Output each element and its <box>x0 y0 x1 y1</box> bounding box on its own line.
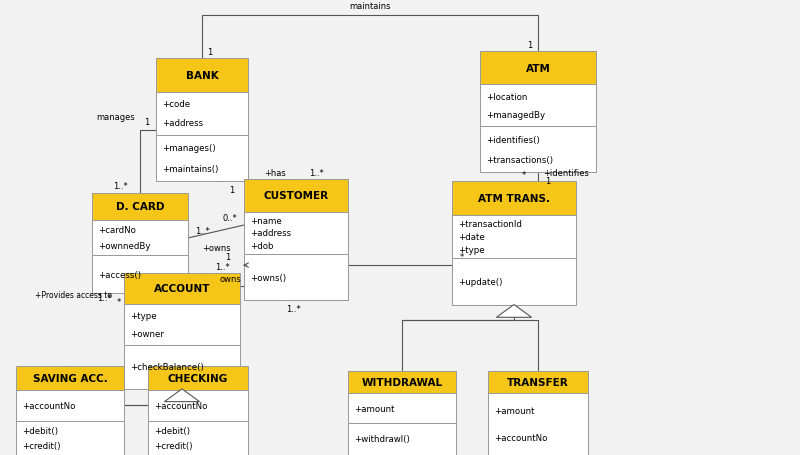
Bar <box>348 371 456 394</box>
Bar <box>480 52 596 85</box>
Text: +accountNo: +accountNo <box>154 401 207 410</box>
Bar <box>452 182 576 215</box>
Bar <box>156 59 248 92</box>
Text: +owns(): +owns() <box>250 273 286 282</box>
Bar <box>124 273 240 304</box>
Text: +code: +code <box>162 100 190 109</box>
Text: *: * <box>117 297 122 306</box>
Text: +address: +address <box>162 119 202 128</box>
Text: +credit(): +credit() <box>154 441 192 450</box>
Text: *: * <box>459 253 464 262</box>
Text: +debit(): +debit() <box>154 426 190 435</box>
Text: +location: +location <box>486 92 527 101</box>
Text: ATM: ATM <box>526 64 550 74</box>
Text: 1..*: 1..* <box>309 168 323 177</box>
Text: +transactionId: +transactionId <box>458 219 522 228</box>
Bar <box>488 394 588 455</box>
Text: 1..*: 1..* <box>97 294 111 303</box>
Text: +name: +name <box>250 216 282 225</box>
Text: +address: +address <box>250 229 290 238</box>
Bar <box>16 366 124 390</box>
Text: +transactions(): +transactions() <box>486 156 553 164</box>
Bar <box>148 421 248 455</box>
Text: +maintains(): +maintains() <box>162 164 218 173</box>
Text: +has: +has <box>264 168 286 177</box>
Bar <box>480 127 596 173</box>
Bar <box>488 371 588 394</box>
Text: 1: 1 <box>527 41 533 50</box>
Text: +dob: +dob <box>250 242 273 251</box>
Bar <box>16 390 124 421</box>
Bar <box>452 215 576 258</box>
Text: +identifies: +identifies <box>543 168 589 177</box>
Bar <box>348 423 456 455</box>
Text: *: * <box>522 171 526 180</box>
Bar <box>148 390 248 421</box>
Text: 1..*: 1..* <box>286 304 301 313</box>
Text: TRANSFER: TRANSFER <box>507 377 569 387</box>
Text: +access(): +access() <box>98 270 141 279</box>
Text: 1: 1 <box>207 48 213 57</box>
Text: +type: +type <box>458 245 484 254</box>
Text: +amount: +amount <box>354 404 394 413</box>
Text: +update(): +update() <box>458 277 502 286</box>
Bar <box>148 366 248 390</box>
Text: +date: +date <box>458 232 484 241</box>
Bar <box>348 394 456 423</box>
Bar <box>480 85 596 127</box>
Text: 0..*: 0..* <box>222 214 237 223</box>
Text: +accountNo: +accountNo <box>494 433 547 442</box>
Text: BANK: BANK <box>186 71 218 81</box>
Text: 1: 1 <box>230 186 234 195</box>
Text: +checkBalance(): +checkBalance() <box>130 363 203 371</box>
Polygon shape <box>165 389 199 402</box>
Text: ATM TRANS.: ATM TRANS. <box>478 193 550 203</box>
Bar <box>92 193 188 220</box>
Bar <box>124 345 240 389</box>
Text: 1..*: 1..* <box>113 182 127 191</box>
Text: +cardNo: +cardNo <box>98 226 135 235</box>
Text: 1..*: 1..* <box>215 262 230 271</box>
Text: +type: +type <box>130 311 156 320</box>
Text: D. CARD: D. CARD <box>116 202 164 212</box>
Text: CHECKING: CHECKING <box>168 373 228 383</box>
Text: ACCOUNT: ACCOUNT <box>154 283 210 293</box>
Text: +ownnedBy: +ownnedBy <box>98 241 150 250</box>
Text: +identifies(): +identifies() <box>486 136 539 145</box>
Text: 1: 1 <box>545 177 550 186</box>
Bar <box>16 421 124 455</box>
Text: +withdrawl(): +withdrawl() <box>354 435 410 444</box>
Text: +amount: +amount <box>494 406 534 415</box>
Bar <box>92 255 188 293</box>
Text: 1: 1 <box>226 253 230 262</box>
Text: SAVING ACC.: SAVING ACC. <box>33 373 107 383</box>
Text: +debit(): +debit() <box>22 426 58 435</box>
Bar <box>92 220 188 255</box>
Text: WITHDRAWAL: WITHDRAWAL <box>362 377 442 387</box>
Bar <box>244 254 348 300</box>
Bar <box>244 212 348 254</box>
Text: 1..*: 1..* <box>195 227 210 236</box>
Text: 1: 1 <box>144 118 149 126</box>
Bar <box>452 258 576 305</box>
Text: owns: owns <box>220 274 242 283</box>
Text: manages: manages <box>97 113 135 122</box>
Text: +owns: +owns <box>202 244 230 253</box>
Text: +managedBy: +managedBy <box>486 111 545 120</box>
Text: maintains: maintains <box>350 2 390 11</box>
Bar <box>156 136 248 182</box>
Bar <box>156 92 248 136</box>
Text: +accountNo: +accountNo <box>22 401 75 410</box>
Bar <box>244 180 348 212</box>
Text: +manages(): +manages() <box>162 144 215 153</box>
Text: +owner: +owner <box>130 329 163 338</box>
Text: +credit(): +credit() <box>22 441 60 450</box>
Bar <box>124 304 240 345</box>
Text: +Provides access to: +Provides access to <box>35 290 112 299</box>
Polygon shape <box>496 305 532 318</box>
Text: CUSTOMER: CUSTOMER <box>263 191 329 201</box>
